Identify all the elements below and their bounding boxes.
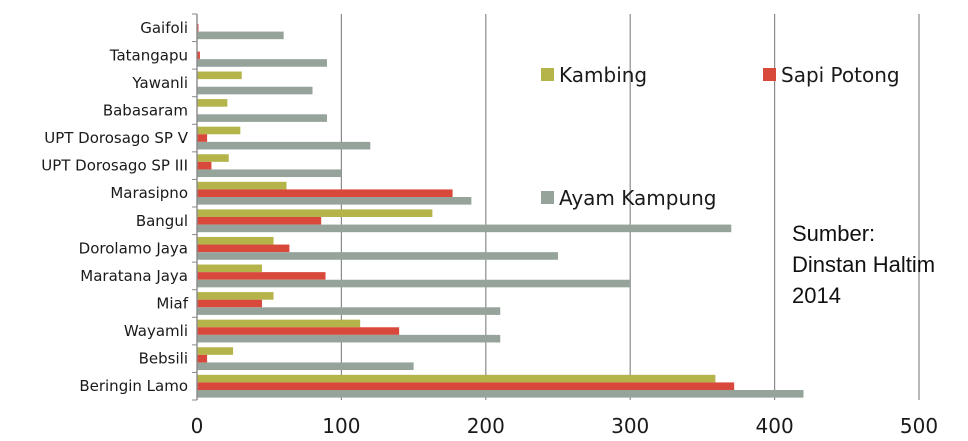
bar-sapi-potong-6 <box>197 189 453 198</box>
axes <box>192 13 198 401</box>
source-note-line1: Sumber: <box>792 221 876 246</box>
x-tick-label-200: 200 <box>467 414 505 438</box>
source-note: Sumber: Dinstan Haltim 2014 <box>792 218 968 311</box>
source-note-line3: 2014 <box>792 283 841 308</box>
category-label: Tatangapu <box>109 46 188 64</box>
category-label: Gaifoli <box>140 19 188 37</box>
category-label: UPT Dorosago SP III <box>41 157 188 175</box>
bar-kambing-3 <box>197 99 228 107</box>
bar-sapi-potong-0 <box>197 23 199 32</box>
bar-kambing-9 <box>197 264 262 273</box>
bar-sapi-potong-12 <box>197 354 208 363</box>
bar-sapi-potong-4 <box>197 134 208 142</box>
bar-ayam-kampung-8 <box>197 252 558 260</box>
bar-ayam-kampung-9 <box>197 279 631 288</box>
bar-kambing-12 <box>197 347 234 355</box>
x-tick-labels: 0 100 200 300 400 500 <box>191 414 938 438</box>
category-label: Bebsili <box>139 350 188 368</box>
legend-swatch-sapi-potong <box>763 68 776 81</box>
bar-ayam-kampung-4 <box>197 141 371 150</box>
source-note-line2: Dinstan Haltim <box>792 252 936 277</box>
bar-ayam-kampung-12 <box>197 362 414 371</box>
category-label: Beringin Lamo <box>79 377 188 395</box>
bar-kambing-6 <box>197 181 287 190</box>
bar-sapi-potong-13 <box>197 382 735 391</box>
category-labels: Gaifoli Tatangapu Yawanli Babasaram UPT Doro… <box>41 19 189 395</box>
bar-kambing-5 <box>197 154 229 162</box>
bar-ayam-kampung-3 <box>197 114 327 122</box>
bar-sapi-potong-11 <box>197 327 400 335</box>
bar-ayam-kampung-6 <box>197 197 472 205</box>
category-label: Wayamli <box>124 322 188 340</box>
x-tick-label-400: 400 <box>756 414 794 438</box>
legend-label-kambing: Kambing <box>559 63 647 87</box>
legend-label-sapi-potong: Sapi Potong <box>781 63 900 87</box>
bar-kambing-7 <box>197 209 433 217</box>
bar-sapi-potong-8 <box>197 244 290 253</box>
legend-swatch-kambing <box>541 68 554 81</box>
bar-ayam-kampung-2 <box>197 86 313 95</box>
bar-ayam-kampung-13 <box>197 390 804 398</box>
bar-ayam-kampung-11 <box>197 334 501 343</box>
bars <box>197 23 804 398</box>
bar-sapi-potong-7 <box>197 216 322 225</box>
category-label: Babasaram <box>103 102 188 120</box>
bar-sapi-potong-10 <box>197 299 262 308</box>
bar-ayam-kampung-0 <box>197 31 284 40</box>
x-tick-label-0: 0 <box>191 414 204 438</box>
bar-ayam-kampung-10 <box>197 307 501 315</box>
bar-sapi-potong-5 <box>197 161 212 170</box>
legend-label-ayam-kampung: Ayam Kampung <box>559 186 717 210</box>
category-label: Maratana Jaya <box>80 267 188 285</box>
bar-kambing-8 <box>197 236 274 245</box>
bar-kambing-13 <box>197 374 716 383</box>
legend-swatch-ayam-kampung <box>541 191 554 204</box>
category-label: Yawanli <box>131 74 188 92</box>
bar-ayam-kampung-5 <box>197 169 342 178</box>
category-label: Bangul <box>136 212 188 230</box>
bar-kambing-10 <box>197 292 274 300</box>
legend: Kambing Sapi Potong Ayam Kampung <box>541 63 900 210</box>
x-tick-label-300: 300 <box>611 414 649 438</box>
category-label: UPT Dorosago SP V <box>44 129 189 147</box>
bar-kambing-4 <box>197 126 241 135</box>
category-label: Miaf <box>156 295 188 313</box>
category-label: Dorolamo Jaya <box>79 239 188 257</box>
category-label: Marasipno <box>110 184 188 202</box>
x-tick-label-500: 500 <box>900 414 938 438</box>
bar-sapi-potong-1 <box>197 51 200 60</box>
x-tick-label-100: 100 <box>322 414 360 438</box>
bar-kambing-2 <box>197 71 242 80</box>
bar-ayam-kampung-1 <box>197 59 327 67</box>
bar-ayam-kampung-7 <box>197 224 732 233</box>
bar-kambing-11 <box>197 319 361 328</box>
bar-sapi-potong-9 <box>197 272 326 280</box>
